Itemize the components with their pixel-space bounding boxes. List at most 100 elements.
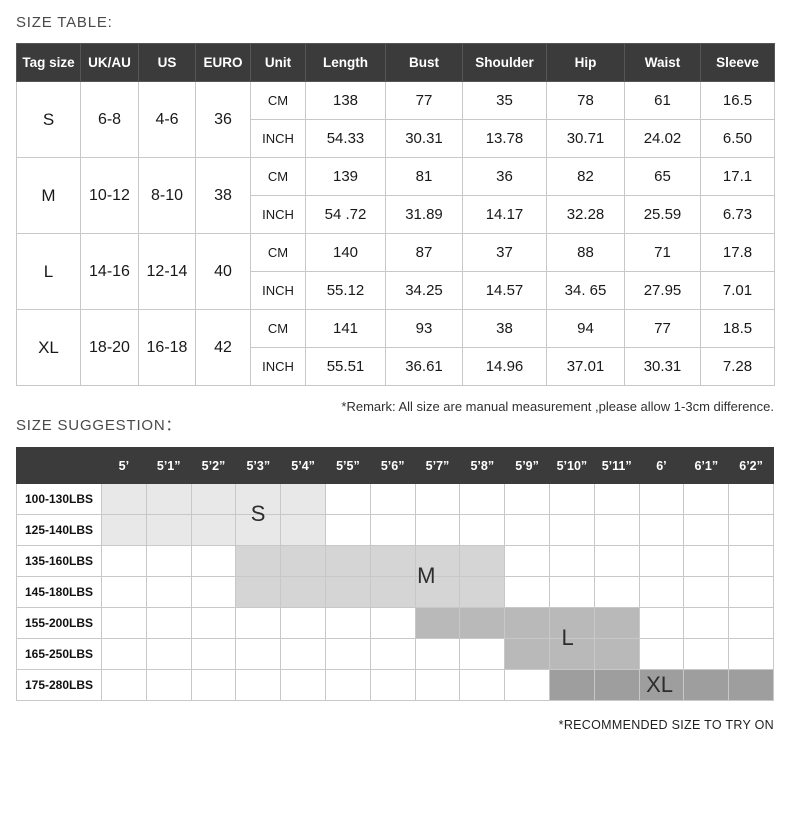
suggestion-cell: [280, 514, 326, 546]
size-suggestion-footnote: *RECOMMENDED SIZE TO TRY ON: [558, 718, 774, 732]
measurement-cell: 35: [462, 81, 547, 120]
height-column-header: 5’1”: [145, 447, 192, 484]
suggestion-cell: [324, 514, 371, 546]
suggestion-cell: [369, 483, 416, 515]
suggestion-cell: [145, 638, 192, 670]
suggestion-cell: [459, 576, 506, 608]
height-column-header: 5’10”: [548, 447, 595, 484]
suggestion-cell: [548, 514, 595, 546]
tag-size-cell: L: [16, 233, 81, 310]
us-size-cell: 12-14: [138, 233, 196, 310]
weight-row-label: 125-140LBS: [16, 514, 102, 546]
suggestion-cell: [638, 483, 685, 515]
suggestion-cell: [414, 576, 461, 608]
suggestion-cell: [459, 669, 506, 701]
suggestion-cell: [324, 483, 371, 515]
measurement-cell: 94: [546, 309, 625, 348]
measurement-cell: 141: [305, 309, 386, 348]
suggestion-head: 5’ 5’1” 5’2” 5’3” 5’4” 5’5” 5’6” 5’7” 5’8” 5’9” 5’…: [16, 447, 774, 484]
suggestion-cell: [683, 607, 730, 639]
size-table-column-header: US: [138, 43, 196, 82]
suggestion-body: 100-130LBS 125-140LBS 135-160LBS 145-180LBS…: [16, 483, 774, 701]
us-size-cell: 16-18: [138, 309, 196, 386]
suggestion-cell: [369, 669, 416, 701]
measurement-cell: 14.96: [462, 347, 547, 386]
suggestion-cell: [593, 576, 640, 608]
measurement-cell: 34.25: [385, 271, 463, 310]
size-suggestion-chart: 5’ 5’1” 5’2” 5’3” 5’4” 5’5” 5’6” 5’7” 5’8” 5’9” 5’…: [16, 447, 774, 701]
unit-cell: CM: [250, 233, 306, 272]
suggestion-cell: [324, 545, 371, 577]
size-table-column-header: Bust: [385, 43, 463, 82]
height-column-header: 5’6”: [369, 447, 416, 484]
measurement-cell: 88: [546, 233, 625, 272]
suggestion-cell: [369, 607, 416, 639]
suggestion-cell: [504, 545, 550, 577]
measurement-cell: 6.73: [700, 195, 775, 234]
size-table-column-header: EURO: [195, 43, 251, 82]
suggestion-cell: [593, 483, 640, 515]
suggestion-cell: [683, 669, 730, 701]
suggestion-cell: [190, 638, 237, 670]
euro-size-cell: 42: [195, 309, 251, 386]
suggestion-cell: [145, 607, 192, 639]
height-column-header: 6’: [638, 447, 685, 484]
size-table-remark: *Remark: All size are manual measurement…: [341, 399, 774, 414]
suggestion-cell: [548, 669, 595, 701]
size-chart-page: SIZE TABLE: Tag size UK/AU US EURO Unit Lengt…: [16, 14, 775, 732]
us-size-cell: 4-6: [138, 81, 196, 158]
suggestion-cell: [459, 607, 506, 639]
measurement-cell: 7.28: [700, 347, 775, 386]
euro-size-cell: 40: [195, 233, 251, 310]
suggestion-cell: [280, 638, 326, 670]
suggestion-cell: [548, 576, 595, 608]
size-table-column-header: Hip: [546, 43, 625, 82]
tag-size-cell: XL: [16, 309, 81, 386]
measurement-cell: 13.78: [462, 119, 547, 158]
size-suggestion-heading: SIZE SUGGESTION：: [16, 417, 182, 434]
measurement-cell: 139: [305, 157, 386, 196]
suggestion-cell: [728, 576, 774, 608]
unit-cell: CM: [250, 81, 306, 120]
measurement-cell: 54 .72: [305, 195, 386, 234]
measurement-cell: 18.5: [700, 309, 775, 348]
suggestion-cell: [280, 607, 326, 639]
size-table: Tag size UK/AU US EURO Unit Length Bust Shoulde…: [16, 43, 775, 386]
measurement-cell: 32.28: [546, 195, 625, 234]
suggestion-cell: [190, 576, 237, 608]
suggestion-cell: [504, 576, 550, 608]
measurement-cell: 82: [546, 157, 625, 196]
height-column-header: 5’4”: [280, 447, 326, 484]
suggestion-cell: [414, 607, 461, 639]
size-table-row: S 6-8 4-6 36 CM 138 77 35 78 61 16.5: [16, 81, 775, 158]
measurement-cell: 36: [462, 157, 547, 196]
suggestion-cell: [593, 669, 640, 701]
measurement-cell: 65: [624, 157, 701, 196]
measurement-cell: 14.57: [462, 271, 547, 310]
measurement-cell: 77: [624, 309, 701, 348]
measurement-cell: 6.50: [700, 119, 775, 158]
uk-au-cell: 14-16: [80, 233, 139, 310]
suggestion-cell: [683, 483, 730, 515]
suggestion-cell: [235, 545, 282, 577]
height-column-header: 5’9”: [504, 447, 550, 484]
height-column-header: 5’8”: [459, 447, 506, 484]
height-column-header: 5’2”: [190, 447, 237, 484]
suggestion-cell: [324, 576, 371, 608]
suggestion-cell: [638, 669, 685, 701]
suggestion-row: 175-280LBS: [16, 669, 774, 701]
suggestion-cell: [683, 638, 730, 670]
measurement-cell: 37: [462, 233, 547, 272]
size-table-row: INCH 54.33 30.31 13.78 30.71 24.02 6.50: [17, 119, 775, 158]
suggestion-cell: [593, 514, 640, 546]
suggestion-cell: [728, 607, 774, 639]
suggestion-cell: [459, 638, 506, 670]
suggestion-cell: [280, 545, 326, 577]
suggestion-row: 135-160LBS: [16, 545, 774, 577]
measurement-cell: 36.61: [385, 347, 463, 386]
suggestion-cell: [101, 514, 147, 546]
suggestion-cell: [728, 514, 774, 546]
suggestion-cell: [369, 545, 416, 577]
measurement-cell: 16.5: [700, 81, 775, 120]
suggestion-row: 145-180LBS: [16, 576, 774, 608]
